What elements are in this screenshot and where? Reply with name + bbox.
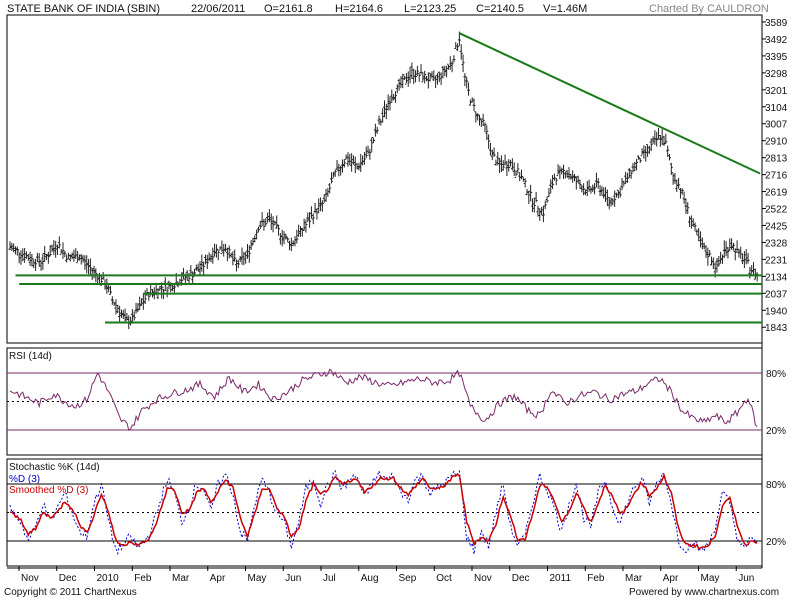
price-tick-label: 2425 bbox=[765, 221, 788, 232]
month-label: Dec bbox=[59, 573, 77, 584]
month-label: Jun bbox=[285, 573, 301, 584]
price-tick-label: 3589 bbox=[765, 18, 788, 29]
charted-by: Charted By CAULDRON bbox=[649, 3, 769, 15]
resistance-trendline bbox=[458, 32, 761, 175]
stoch-smoothed-line bbox=[9, 472, 758, 550]
month-label: Nov bbox=[21, 573, 39, 584]
month-label: Feb bbox=[587, 573, 605, 584]
price-tick-label: 2037 bbox=[765, 289, 788, 300]
header-close: C=2140.5 bbox=[476, 3, 525, 15]
rsi-line bbox=[9, 368, 758, 431]
price-tick-label: 2716 bbox=[765, 171, 788, 182]
stoch-label-20: 20% bbox=[766, 537, 786, 548]
month-label: Nov bbox=[474, 573, 492, 584]
price-panel bbox=[6, 14, 763, 344]
price-tick-label: 3201 bbox=[765, 86, 788, 97]
month-label: Feb bbox=[134, 573, 152, 584]
price-tick-label: 1843 bbox=[765, 323, 788, 334]
powered-by-text: Powered by www.chartnexus.com bbox=[629, 587, 780, 598]
header-volume: V=1.46M bbox=[543, 3, 588, 15]
header-open: O=2161.8 bbox=[264, 3, 313, 15]
stoch-legend-d: %D (3) bbox=[9, 474, 40, 485]
copyright-text: Copyright © 2011 ChartNexus bbox=[4, 587, 137, 598]
price-tick-label: 2522 bbox=[765, 205, 788, 216]
month-label: Mar bbox=[172, 573, 190, 584]
month-label: 2010 bbox=[97, 573, 120, 584]
header-date: 22/06/2011 bbox=[191, 3, 246, 15]
month-label: Jun bbox=[738, 573, 754, 584]
header-low: L=2123.25 bbox=[404, 3, 457, 15]
stoch-label-80: 80% bbox=[766, 480, 786, 491]
rsi-label-80: 80% bbox=[766, 369, 786, 380]
month-label: May bbox=[248, 573, 267, 584]
month-label: Dec bbox=[512, 573, 530, 584]
stoch-title: Stochastic %K (14d) bbox=[9, 462, 100, 473]
price-tick-label: 3007 bbox=[765, 120, 788, 131]
chart-title: STATE BANK OF INDIA (SBIN) bbox=[7, 3, 161, 15]
price-tick-label: 2910 bbox=[765, 137, 788, 148]
price-tick-label: 2813 bbox=[765, 154, 788, 165]
month-label: Sep bbox=[399, 573, 417, 584]
price-tick-label: 2328 bbox=[765, 238, 788, 249]
month-label: May bbox=[701, 573, 720, 584]
price-tick-label: 2619 bbox=[765, 188, 788, 199]
stoch-d-line bbox=[9, 469, 758, 556]
month-label: Oct bbox=[436, 573, 452, 584]
month-label: Mar bbox=[625, 573, 643, 584]
month-label: Apr bbox=[663, 573, 679, 584]
price-tick-label: 2134 bbox=[765, 272, 788, 283]
month-label: Aug bbox=[361, 573, 379, 584]
price-tick-label: 3395 bbox=[765, 52, 788, 63]
month-label: 2011 bbox=[550, 573, 572, 584]
month-label: Apr bbox=[210, 573, 226, 584]
header-high: H=2164.6 bbox=[335, 3, 384, 15]
rsi-title: RSI (14d) bbox=[9, 351, 52, 362]
price-tick-label: 1940 bbox=[765, 306, 788, 317]
price-tick-label: 3492 bbox=[765, 35, 788, 46]
price-tick-label: 3298 bbox=[765, 69, 788, 80]
rsi-label-20: 20% bbox=[766, 426, 786, 437]
price-tick-label: 2231 bbox=[765, 255, 788, 266]
month-label: Jul bbox=[323, 573, 336, 584]
price-tick-label: 3104 bbox=[765, 103, 788, 114]
stoch-legend-smoothed: Smoothed %D (3) bbox=[9, 485, 88, 496]
